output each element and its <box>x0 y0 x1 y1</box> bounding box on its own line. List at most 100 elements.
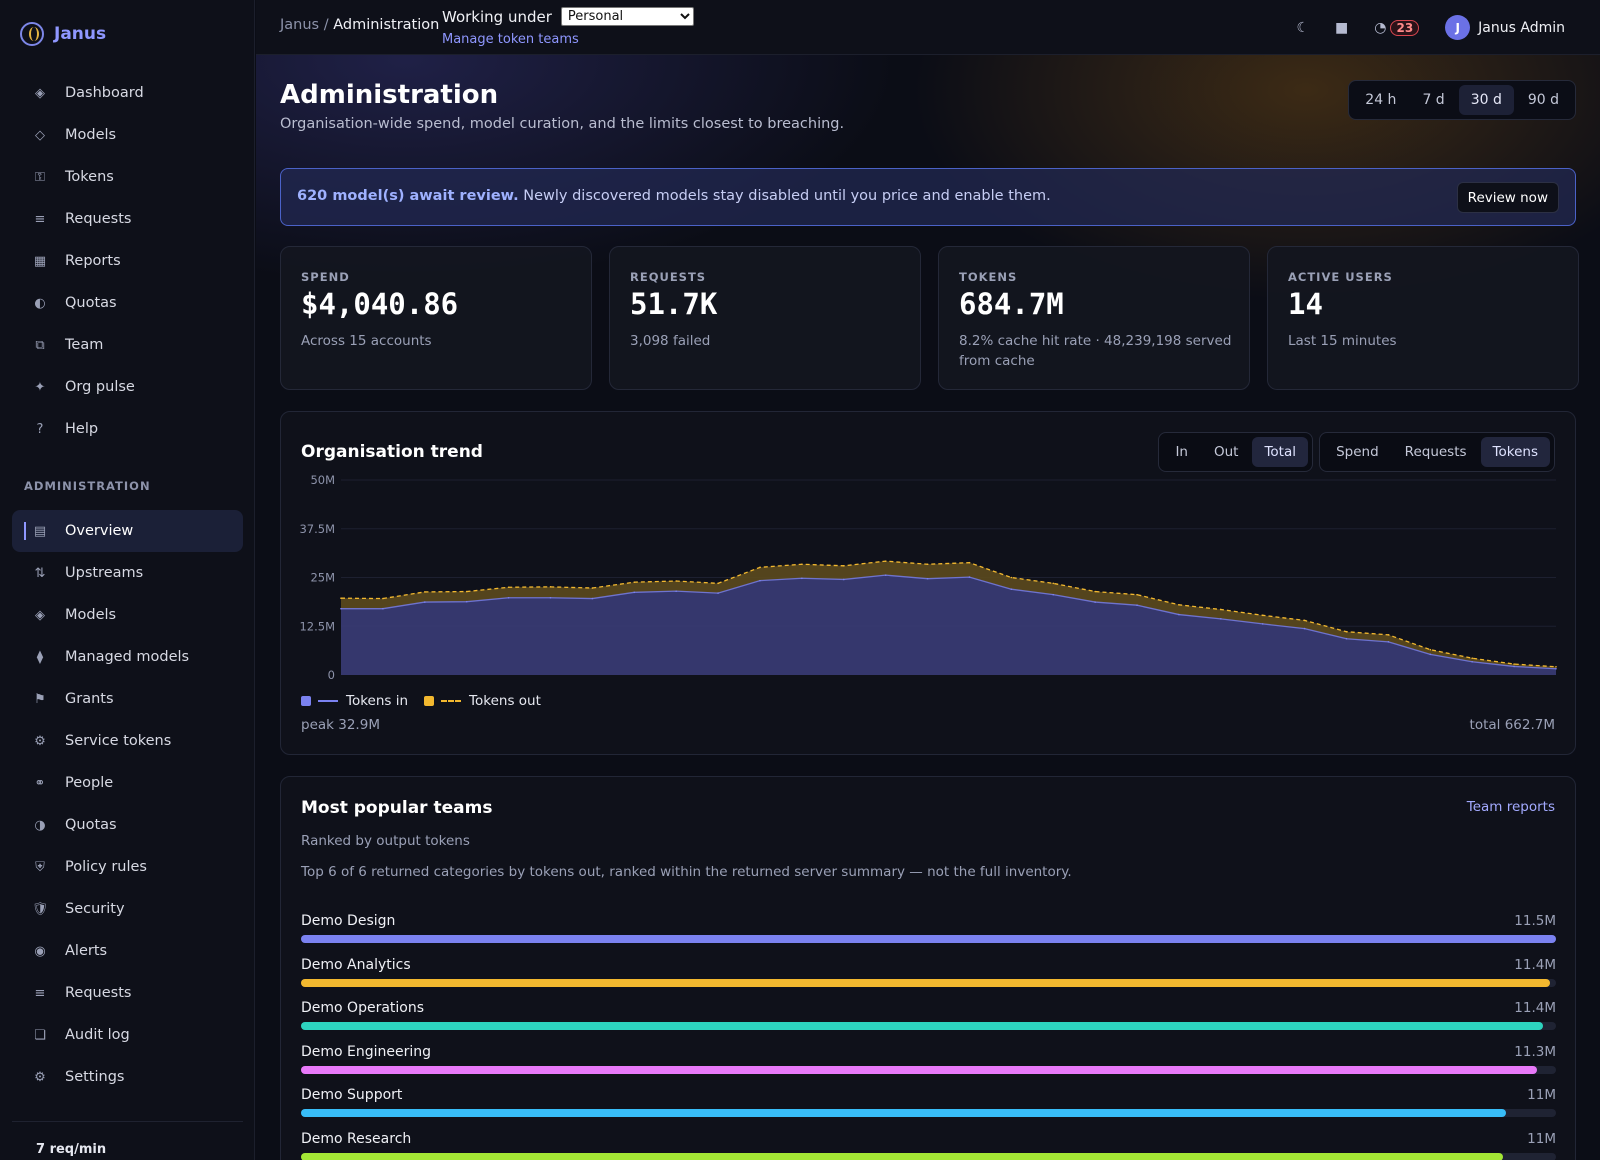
trend-card: Organisation trend In Out Total Spend Reque… <box>280 411 1576 755</box>
topbar-actions: ☾ ■ ◔ 23 J Janus Admin <box>1296 0 1600 55</box>
sidebar-item-policy-rules[interactable]: ⛨ Policy rules <box>12 846 243 888</box>
data-point-tokens-in <box>926 577 929 580</box>
sidebar-item-label: Requests <box>65 985 132 1001</box>
direction-in-button[interactable]: In <box>1175 444 1188 460</box>
sidebar-item-audit-log[interactable]: ❏ Audit log <box>12 1014 243 1056</box>
metric-tokens-button[interactable]: Tokens <box>1480 437 1550 467</box>
range-30-d-button[interactable]: 30 d <box>1458 85 1514 115</box>
data-point-tokens-in <box>1178 613 1180 616</box>
sidebar-item-label: Upstreams <box>65 565 144 581</box>
sidebar-item-requests[interactable]: ≡ Requests <box>12 198 243 240</box>
sidebar-item-label: Models <box>65 607 117 623</box>
sidebar-item-models[interactable]: ◈ Models <box>12 594 243 636</box>
trend-title: Organisation trend <box>301 442 483 462</box>
data-point-tokens-out <box>1471 657 1474 660</box>
list-icon: ≡ <box>34 985 46 1001</box>
review-alert: 620 model(s) await review. Newly discove… <box>280 168 1576 226</box>
data-point-tokens-in <box>507 596 510 599</box>
sidebar-item-managed-models[interactable]: ⧫ Managed models <box>12 636 243 678</box>
range-24-h-button[interactable]: 24 h <box>1365 92 1397 108</box>
data-point-tokens-out <box>423 591 426 593</box>
sidebar-item-service-tokens[interactable]: ⚙ Service tokens <box>12 720 243 762</box>
shield-icon: 🛡 <box>31 901 49 917</box>
breadcrumb: Janus / Administration <box>280 17 439 33</box>
sidebar-item-settings[interactable]: ⚙ Settings <box>12 1056 243 1098</box>
series-line-tokens-in <box>341 574 1557 670</box>
half-circle-icon: ◐ <box>34 295 46 311</box>
data-point-tokens-out <box>1052 582 1055 585</box>
sidebar-item-label: Team <box>65 337 104 353</box>
sidebar-item-label: Reports <box>65 253 121 269</box>
team-name: Demo Design <box>301 913 396 929</box>
legend-label-tokens-out: Tokens out <box>469 693 541 709</box>
managed-icon: ⧫ <box>36 649 44 665</box>
sidebar-item-security[interactable]: 🛡 Security <box>12 888 243 930</box>
data-point-tokens-out <box>759 566 761 569</box>
y-tick-label: 12.5M <box>299 619 335 633</box>
sidebar-item-quotas[interactable]: ◑ Quotas <box>12 804 243 846</box>
sidebar-item-label: Managed models <box>65 649 190 665</box>
team-value: 11.5M <box>1514 913 1556 929</box>
sidebar-item-quotas[interactable]: ◐ Quotas <box>12 282 243 324</box>
data-point-tokens-in <box>1387 641 1390 643</box>
sidebar-item-alerts[interactable]: ◉ Alerts <box>12 930 243 972</box>
sidebar-item-dashboard[interactable]: ◈ Dashboard <box>12 72 243 114</box>
data-point-tokens-in <box>1094 601 1096 603</box>
sidebar-item-upstreams[interactable]: ⇅ Upstreams <box>12 552 243 594</box>
sidebar-item-team[interactable]: ⧉ Team <box>12 324 243 366</box>
team-row[interactable]: Demo Analytics 11.4M <box>301 957 1556 989</box>
data-point-tokens-in <box>717 592 719 594</box>
notifications-button[interactable]: ◔ 23 <box>1374 19 1420 36</box>
data-point-tokens-in <box>675 590 677 592</box>
sidebar-item-models[interactable]: ◇ Models <box>12 114 243 156</box>
data-point-tokens-in <box>1471 660 1474 663</box>
data-point-tokens-in <box>1429 653 1432 656</box>
admin-nav: ▤ Overview ⇅ Upstreams ◈ Models ⧫ Managed model… <box>12 510 243 1098</box>
list-icon: ≡ <box>34 211 46 227</box>
range-90-d-button[interactable]: 90 d <box>1527 92 1559 108</box>
sidebar-item-help[interactable]: ? Help <box>12 408 243 450</box>
review-now-button[interactable]: Review now <box>1456 182 1559 213</box>
data-point-tokens-out <box>507 586 510 589</box>
data-point-tokens-out <box>717 582 719 585</box>
sidebar-item-overview[interactable]: ▤ Overview <box>12 510 243 552</box>
time-range-selector: 24 h 7 d 30 d 90 d <box>1348 80 1576 120</box>
brand[interactable]: Janus <box>20 22 106 46</box>
sidebar-item-label: Settings <box>65 1069 125 1085</box>
data-point-tokens-in <box>801 577 803 580</box>
working-under: Working under Personal <box>442 7 694 26</box>
user-menu[interactable]: J Janus Admin <box>1445 15 1565 40</box>
sidebar-item-grants[interactable]: ⚑ Grants <box>12 678 243 720</box>
data-point-tokens-out <box>1555 666 1557 668</box>
sidebar-item-requests[interactable]: ≡ Requests <box>12 972 243 1014</box>
sidebar-item-org-pulse[interactable]: ✦ Org pulse <box>12 366 243 408</box>
data-point-tokens-out <box>1513 663 1515 665</box>
team-row[interactable]: Demo Operations 11.4M <box>301 1000 1556 1032</box>
team-name: Demo Engineering <box>301 1043 432 1060</box>
manage-token-teams-link[interactable]: Manage token teams <box>442 32 579 47</box>
breadcrumb-root[interactable]: Janus <box>280 17 320 33</box>
theme-moon-icon[interactable]: ☾ <box>1296 19 1310 36</box>
direction-total-button[interactable]: Total <box>1252 437 1308 467</box>
team-row[interactable]: Demo Design 11.5M <box>301 913 1556 945</box>
direction-out-button[interactable]: Out <box>1213 444 1239 460</box>
team-reports-link[interactable]: Team reports <box>1466 799 1555 815</box>
working-under-select[interactable]: Personal <box>560 7 694 26</box>
sidebar-item-reports[interactable]: ▦ Reports <box>12 240 243 282</box>
stop-icon[interactable]: ■ <box>1335 19 1349 36</box>
team-row[interactable]: Demo Research 11M <box>301 1131 1556 1160</box>
sidebar-item-people[interactable]: ⚭ People <box>12 762 243 804</box>
data-point-tokens-in <box>968 576 971 578</box>
metric-requests-button[interactable]: Requests <box>1404 444 1467 460</box>
metric-spend-button[interactable]: Spend <box>1336 444 1379 460</box>
sparkle-icon: ✦ <box>34 379 46 395</box>
janus-logo-icon <box>20 22 44 46</box>
team-bar-fill <box>301 1109 1506 1118</box>
team-row[interactable]: Demo Engineering 11.3M <box>301 1044 1556 1076</box>
sidebar-item-tokens[interactable]: ⚿ Tokens <box>12 156 243 198</box>
kpi-note: 3,098 failed <box>630 333 711 349</box>
flag-icon: ⚑ <box>34 691 46 707</box>
range-7-d-button[interactable]: 7 d <box>1422 92 1445 108</box>
team-row[interactable]: Demo Support 11M <box>301 1087 1556 1119</box>
sidebar-item-label: Policy rules <box>65 859 147 875</box>
